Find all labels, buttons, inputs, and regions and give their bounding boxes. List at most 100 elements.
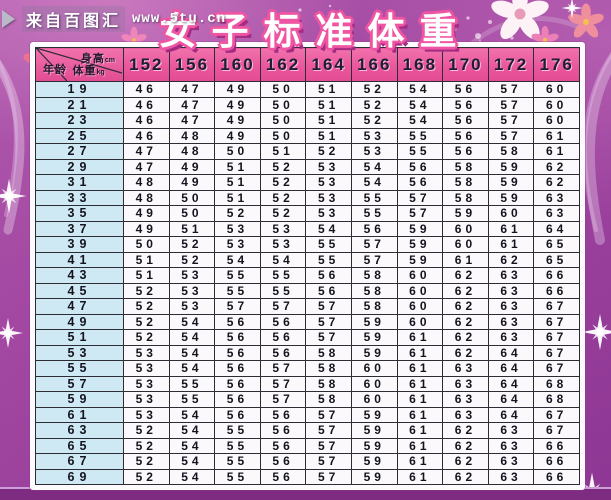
weight-cell: 56 (305, 267, 352, 284)
weight-cell: 62 (487, 251, 535, 268)
weight-cell: 56 (214, 313, 261, 330)
weight-cell: 52 (305, 143, 352, 160)
age-cell: 31 (35, 174, 124, 191)
weight-cell: 55 (168, 375, 216, 392)
age-cell: 63 (35, 422, 124, 439)
weight-cell: 55 (259, 282, 307, 299)
weight-cell: 66 (533, 267, 580, 284)
weight-cell: 60 (487, 205, 535, 222)
age-cell: 59 (35, 391, 124, 408)
weight-cell: 58 (350, 267, 398, 284)
weight-cell: 55 (168, 391, 216, 408)
corner-age-label: 年龄 (43, 64, 67, 76)
weight-cell: 59 (396, 220, 444, 237)
weight-cell: 57 (487, 112, 535, 129)
weight-cell: 54 (168, 468, 216, 485)
weight-cell: 54 (168, 329, 216, 346)
weight-cell: 60 (396, 298, 444, 315)
table-row: 33 48 50 51 52 53 55 57 58 59 63 (35, 189, 580, 206)
weight-cell: 55 (396, 127, 444, 144)
weight-cell: 61 (396, 468, 444, 485)
weight-cell: 49 (214, 81, 261, 98)
table-row: 31 48 49 51 52 53 54 56 58 59 62 (35, 174, 580, 191)
weight-cell: 61 (487, 236, 535, 253)
weight-cell: 60 (533, 81, 580, 98)
weight-cell: 57 (305, 453, 352, 470)
weight-cell: 63 (442, 375, 489, 392)
weight-cell: 52 (214, 205, 261, 222)
table-row: 21 46 47 49 50 51 52 54 56 57 60 (35, 96, 580, 113)
weight-cell: 57 (487, 127, 535, 144)
weight-cell: 63 (487, 329, 535, 346)
weight-cell: 53 (214, 220, 261, 237)
table-row: 23 46 47 49 50 51 52 54 56 57 60 (35, 112, 580, 129)
weight-cell: 47 (168, 96, 216, 113)
age-cell: 61 (35, 406, 124, 423)
weight-cell: 67 (533, 360, 580, 377)
weight-cell: 57 (305, 406, 352, 423)
weight-cell: 64 (487, 344, 535, 361)
weight-cell: 59 (350, 406, 398, 423)
weight-cell: 55 (214, 282, 261, 299)
weight-cell: 64 (487, 406, 535, 423)
table-row: 47 52 53 57 57 57 58 60 62 63 67 (35, 298, 580, 315)
weight-cell: 63 (487, 313, 535, 330)
weight-cell: 51 (214, 189, 261, 206)
weight-cell: 60 (442, 220, 489, 237)
weight-cell: 67 (533, 406, 580, 423)
weight-cell: 60 (350, 391, 398, 408)
height-header: 168 (396, 47, 444, 82)
weight-cell: 59 (396, 251, 444, 268)
age-cell: 55 (35, 360, 124, 377)
weight-cell: 63 (533, 189, 580, 206)
weight-cell: 56 (259, 313, 307, 330)
weight-cell: 61 (396, 329, 444, 346)
weight-cell: 61 (396, 344, 444, 361)
weight-cell: 63 (442, 391, 489, 408)
weight-cell: 59 (350, 329, 398, 346)
weight-cell: 56 (396, 174, 444, 191)
weight-cell: 54 (168, 453, 216, 470)
weight-cell: 60 (533, 112, 580, 129)
table-row: 63 52 54 55 56 57 59 61 62 63 67 (35, 422, 580, 439)
weight-cell: 54 (350, 174, 398, 191)
weight-cell: 57 (305, 329, 352, 346)
weight-cell: 51 (168, 220, 216, 237)
age-cell: 49 (35, 313, 124, 330)
corner-weight-label: 体重kg (72, 65, 105, 77)
weight-cell: 46 (123, 127, 170, 144)
weight-cell: 48 (123, 189, 170, 206)
weight-cell: 52 (123, 437, 170, 454)
weight-cell: 57 (305, 313, 352, 330)
weight-cell: 60 (396, 267, 444, 284)
weight-table-frame: 身高cm 体重kg 年龄 152 156 160 162 164 166 168 170 172… (30, 42, 585, 490)
weight-cell: 55 (214, 267, 261, 284)
age-cell: 53 (35, 344, 124, 361)
weight-cell: 56 (259, 406, 307, 423)
weight-cell: 54 (168, 422, 216, 439)
weight-cell: 60 (442, 236, 489, 253)
weight-cell: 53 (350, 127, 398, 144)
weight-cell: 52 (259, 189, 307, 206)
weight-cell: 59 (350, 437, 398, 454)
weight-cell: 53 (123, 344, 170, 361)
weight-cell: 56 (214, 375, 261, 392)
weight-cell: 46 (123, 81, 170, 98)
weight-cell: 47 (168, 112, 216, 129)
weight-cell: 54 (396, 81, 444, 98)
weight-cell: 52 (350, 96, 398, 113)
weight-cell: 54 (168, 344, 216, 361)
weight-cell: 54 (168, 313, 216, 330)
weight-cell: 57 (396, 189, 444, 206)
weight-cell: 58 (305, 375, 352, 392)
weight-cell: 59 (487, 189, 535, 206)
weight-cell: 59 (350, 313, 398, 330)
weight-cell: 56 (214, 406, 261, 423)
weight-cell: 53 (123, 375, 170, 392)
table-row: 65 52 54 55 56 57 59 61 62 63 66 (35, 437, 580, 454)
weight-cell: 54 (168, 437, 216, 454)
age-cell: 67 (35, 453, 124, 470)
weight-cell: 58 (442, 174, 489, 191)
weight-cell: 59 (350, 344, 398, 361)
